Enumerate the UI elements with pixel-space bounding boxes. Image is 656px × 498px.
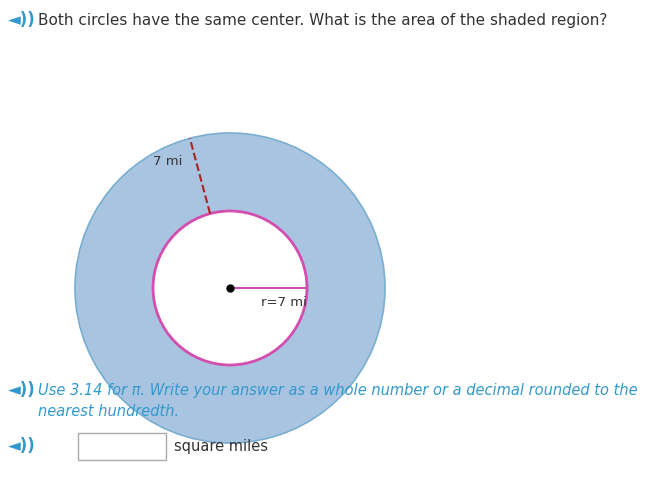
- Text: r=7 mi: r=7 mi: [261, 296, 306, 309]
- Text: Use 3.14 for π. Write your answer as a whole number or a decimal rounded to the: Use 3.14 for π. Write your answer as a w…: [38, 382, 638, 397]
- Text: nearest hundredth.: nearest hundredth.: [38, 404, 179, 419]
- Text: ◄)): ◄)): [8, 381, 35, 399]
- Text: Both circles have the same center. What is the area of the shaded region?: Both circles have the same center. What …: [38, 12, 607, 27]
- Text: square miles: square miles: [174, 439, 268, 454]
- Text: 7 mi: 7 mi: [153, 155, 182, 168]
- Circle shape: [153, 211, 307, 365]
- FancyBboxPatch shape: [78, 433, 166, 460]
- Text: ◄)): ◄)): [8, 11, 35, 29]
- Circle shape: [75, 133, 385, 443]
- Text: ◄)): ◄)): [8, 437, 35, 455]
